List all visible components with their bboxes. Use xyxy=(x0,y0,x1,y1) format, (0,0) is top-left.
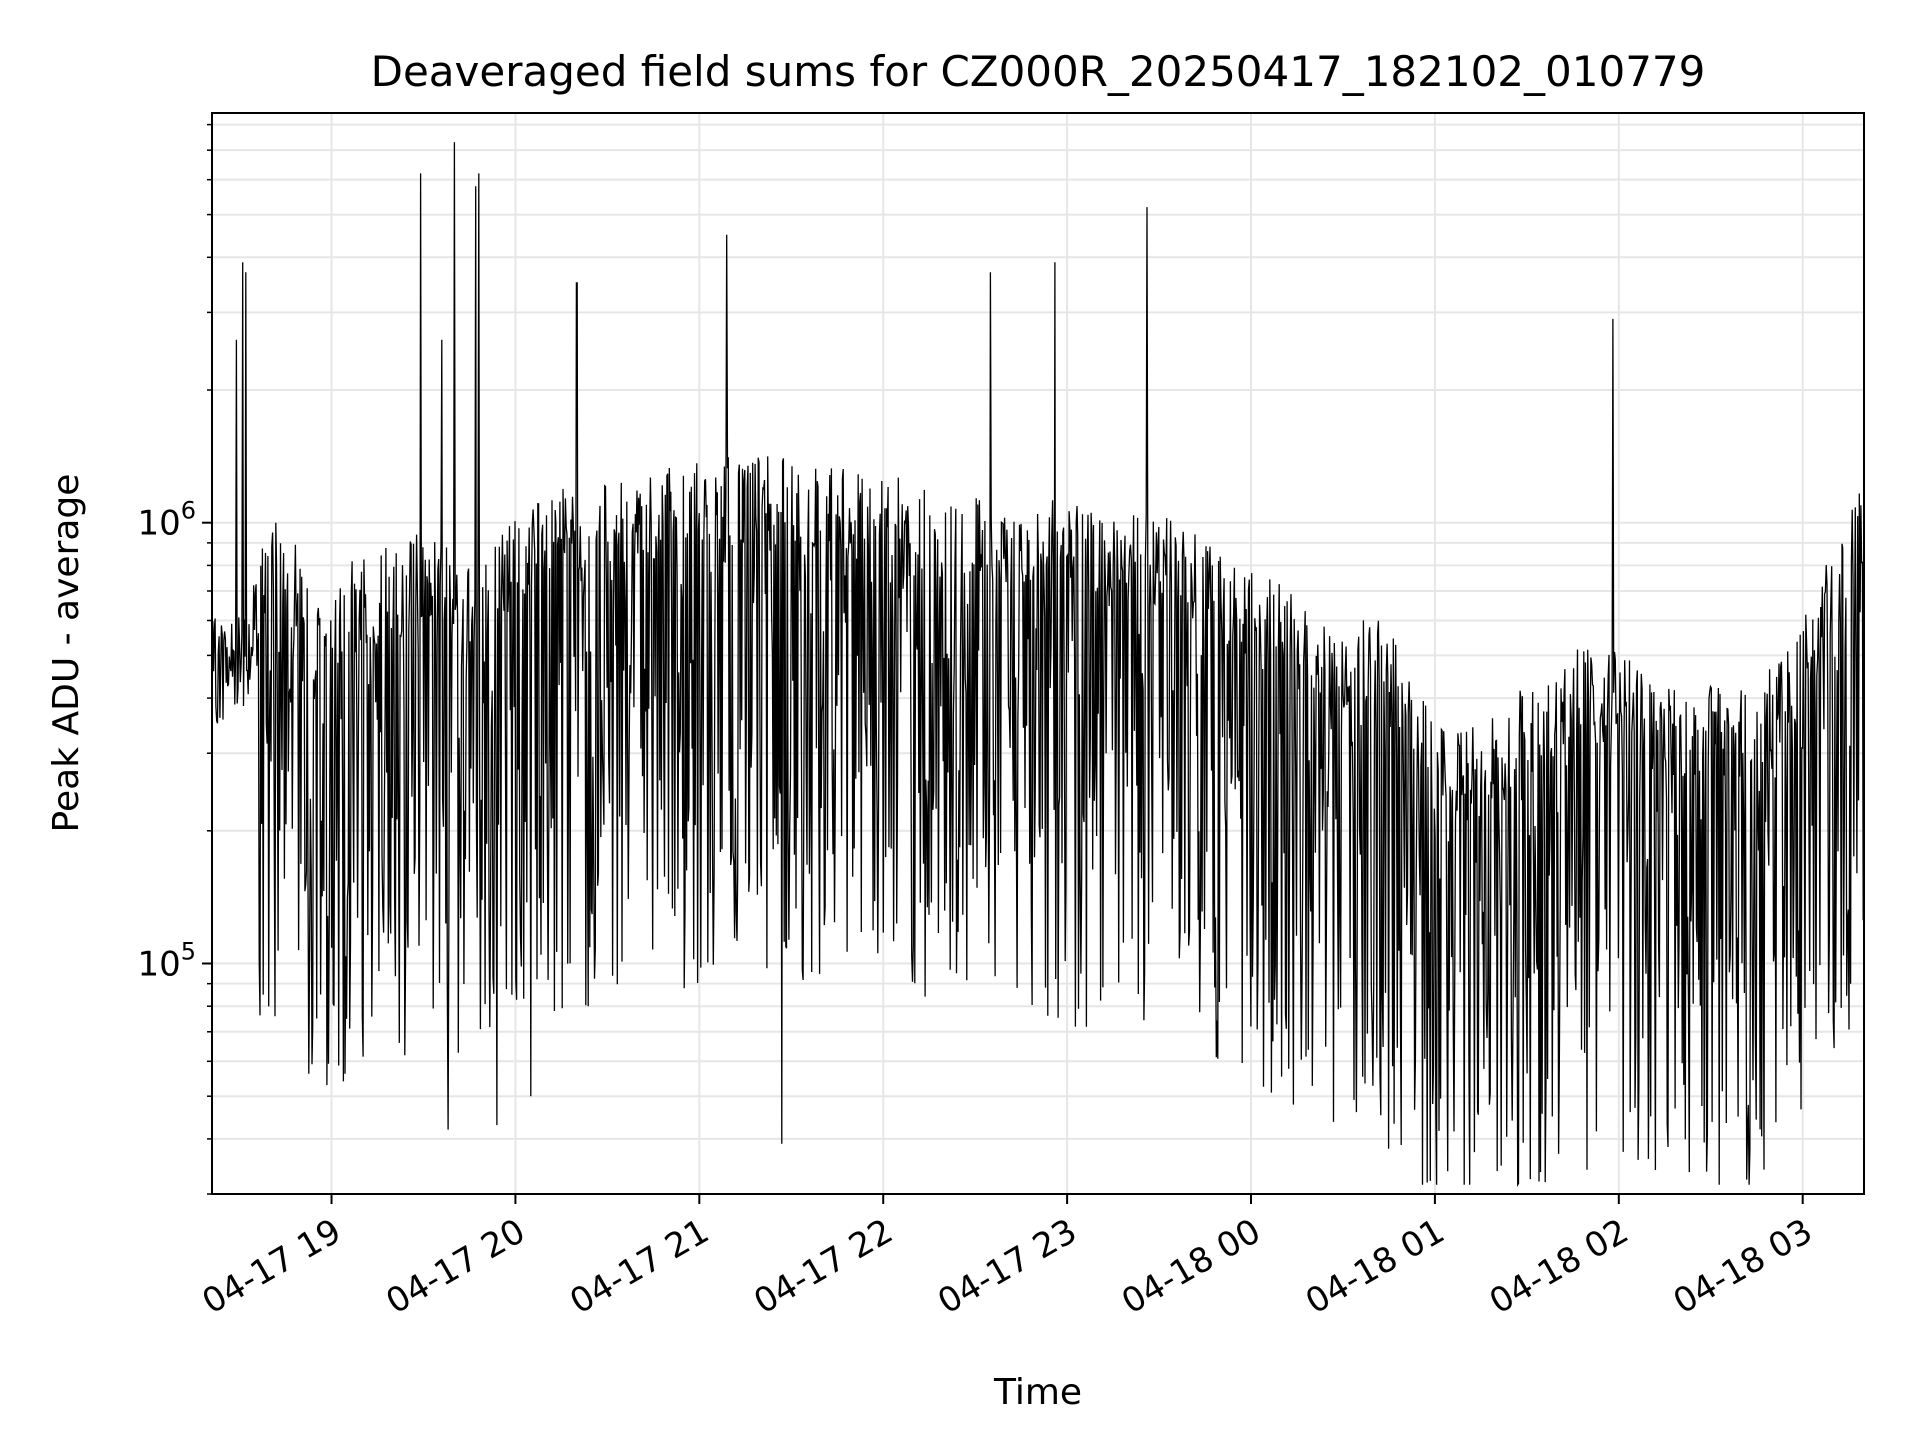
y-axis-label: Peak ADU - average xyxy=(46,474,87,833)
data-series-line xyxy=(211,142,1865,1187)
x-axis-label: Time xyxy=(993,1372,1082,1413)
series-group xyxy=(211,142,1865,1187)
y-tick-label: 106 xyxy=(137,497,196,544)
plot-frame xyxy=(211,112,1865,1195)
y-tick-label: 105 xyxy=(137,938,196,985)
y-axis: 105 106 xyxy=(137,123,212,1195)
chart-title: Deaveraged field sums for CZ000R_2025041… xyxy=(371,47,1706,96)
